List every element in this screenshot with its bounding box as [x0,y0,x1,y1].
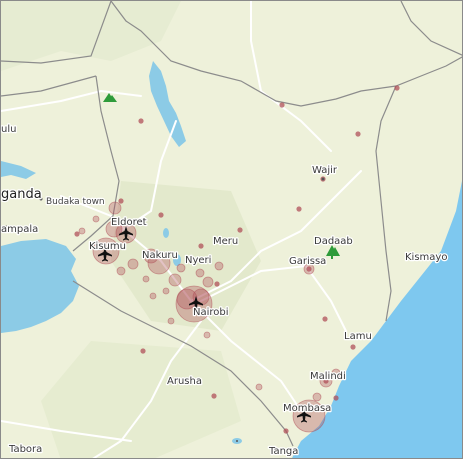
label-tabora: Tabora [8,444,42,455]
label-mombasa: Mombasa [283,403,331,414]
lake-naivasha [173,254,181,266]
airport-icons[interactable] [98,226,311,423]
label-nairobi: Nairobi [193,307,229,318]
airport-mombasa-icon [297,408,311,423]
park-icons[interactable] [103,93,340,259]
bubble-nakuru [147,251,171,275]
roads [1,1,362,458]
label-kisumu: Kisumu [89,241,126,252]
indian-ocean [292,181,462,458]
place-labels: Eldoret Kisumu Nakuru Nyeri Meru Nairobi… [1,123,449,458]
lake-victoria [1,239,79,333]
label-garissa: Garissa [289,256,326,267]
label-gulu: ulu [1,124,16,135]
park-dadaab-icon [326,245,340,259]
label-tanga: Tanga [268,446,298,457]
airport-kisumu-icon [98,247,112,262]
airport-nairobi-icon [189,296,203,311]
label-arusha: Arusha [167,376,202,387]
airport-eldoret-icon [119,226,133,241]
label-budaka: Budaka town [46,197,105,207]
incident-dots[interactable] [74,85,400,454]
lake-baringo [163,228,169,238]
terrain-shade [111,181,261,331]
label-kampala: ampala [1,224,38,235]
label-malindi: Malindi [310,371,346,382]
lake-turkana [149,61,186,147]
town-dots [4,177,431,442]
country-borders [1,1,462,447]
label-dadaab: Dadaab [314,236,353,247]
label-meru: Meru [213,236,238,247]
park-north-icon [103,93,117,102]
terrain-shade [1,1,181,71]
lake-kyoga [1,161,36,179]
terrain-shade [41,341,241,458]
label-nyeri: Nyeri [185,255,211,266]
label-nakuru: Nakuru [142,250,178,261]
label-eldoret: Eldoret [111,217,147,228]
label-uganda: ganda [1,187,42,202]
label-wajir: Wajir [312,165,338,176]
label-lamu: Lamu [344,331,372,342]
label-kismayo: Kismayo [405,252,447,263]
